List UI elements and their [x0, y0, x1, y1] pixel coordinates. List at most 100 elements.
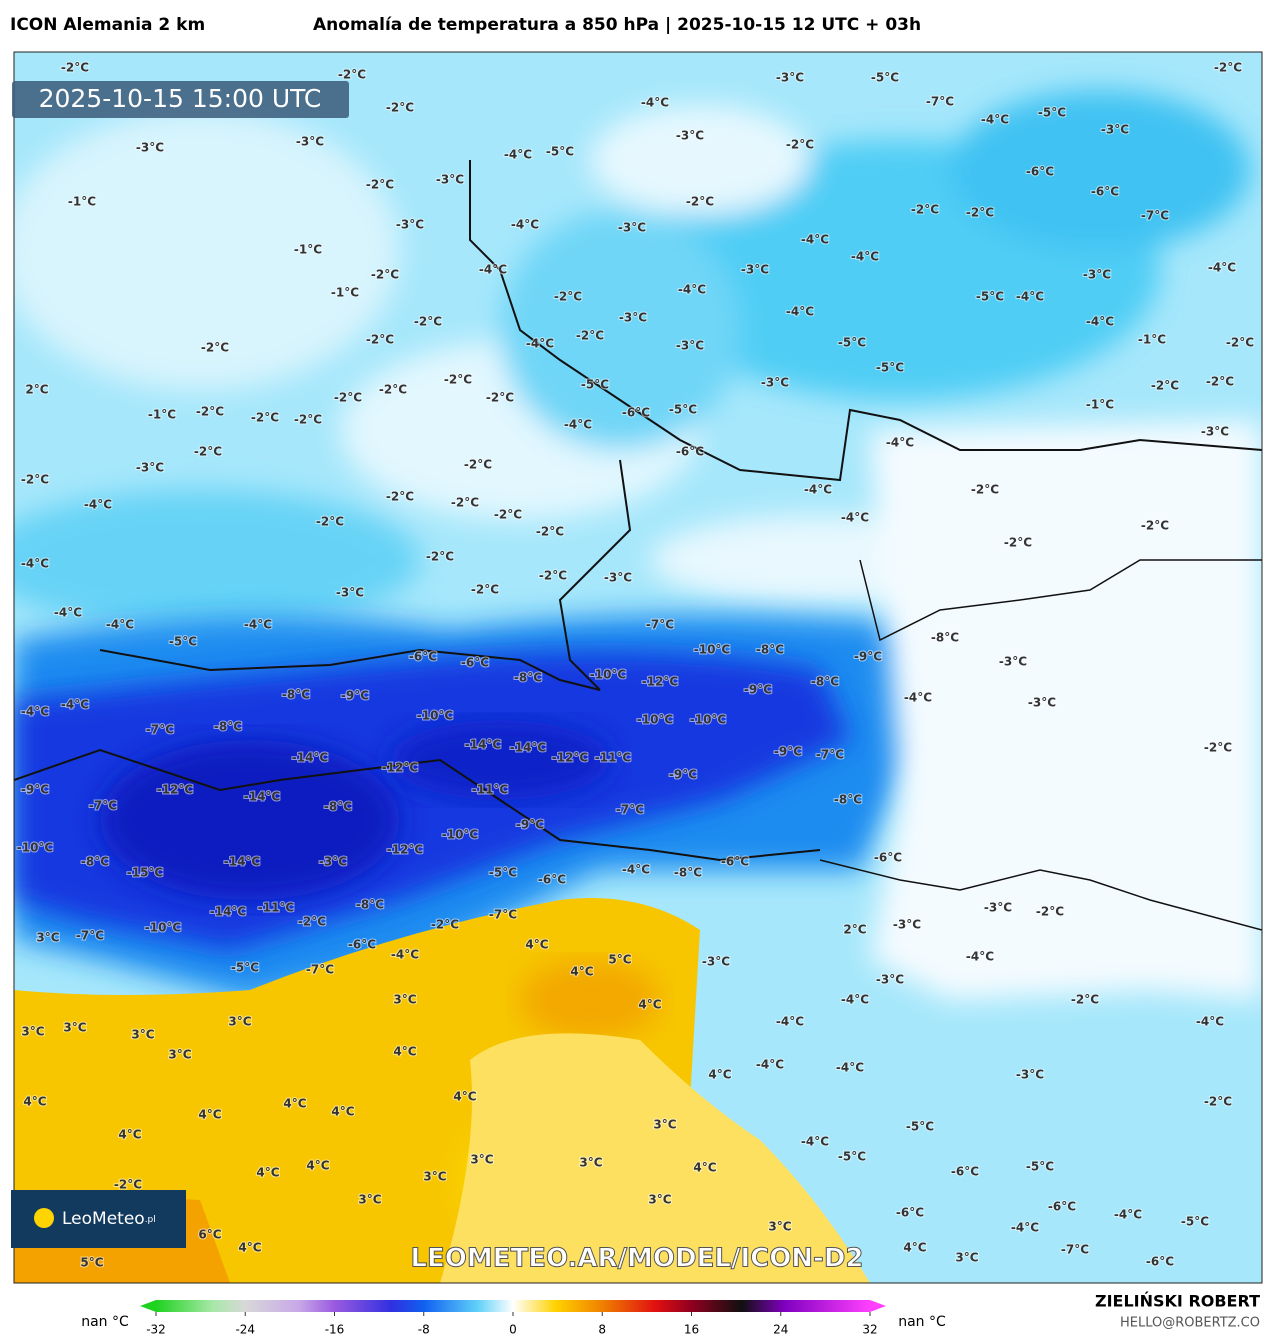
temperature-label: -6°C	[1048, 1200, 1076, 1214]
temperature-label: -4°C	[622, 863, 650, 877]
temperature-label: 3°C	[63, 1021, 86, 1035]
logo: LeoMeteo.pl	[62, 1209, 156, 1229]
temperature-label: -2°C	[1226, 336, 1254, 350]
temperature-label: -7°C	[646, 618, 674, 632]
temperature-label: -4°C	[804, 483, 832, 497]
temperature-label: -3°C	[676, 129, 704, 143]
temperature-label: -1°C	[294, 243, 322, 257]
temperature-label: -1°C	[68, 195, 96, 209]
temperature-label: -8°C	[756, 643, 784, 657]
temperature-label: -6°C	[461, 656, 489, 670]
temperature-label: -2°C	[486, 391, 514, 405]
temperature-label: -7°C	[926, 95, 954, 109]
temperature-label: -4°C	[641, 96, 669, 110]
temperature-label: -7°C	[146, 723, 174, 737]
temperature-label: -2°C	[294, 413, 322, 427]
temperature-label: -2°C	[494, 508, 522, 522]
colorbar: nan °C nan °C -32 -24 -16 -8 0 8 16 24 32	[81, 1300, 946, 1337]
temperature-label: 3°C	[36, 931, 59, 945]
temperature-label: -2°C	[536, 525, 564, 539]
temperature-label: -2°C	[471, 583, 499, 597]
temperature-label: -6°C	[874, 851, 902, 865]
colorbar-left-label: nan °C	[81, 1314, 129, 1330]
temperature-label: 4°C	[693, 1161, 716, 1175]
temperature-label: -14°C	[244, 790, 281, 804]
temperature-label: -6°C	[622, 406, 650, 420]
temperature-label: -4°C	[391, 948, 419, 962]
temperature-label: -3°C	[619, 311, 647, 325]
temperature-label: 3°C	[579, 1156, 602, 1170]
temperature-label: -5°C	[169, 635, 197, 649]
temperature-label: -8°C	[514, 671, 542, 685]
temperature-label: 4°C	[306, 1159, 329, 1173]
temperature-label: -3°C	[876, 973, 904, 987]
temperature-label: 3°C	[648, 1193, 671, 1207]
temperature-label: -7°C	[489, 908, 517, 922]
temperature-label: -5°C	[1038, 106, 1066, 120]
temperature-label: 2°C	[25, 383, 48, 397]
temperature-label: -4°C	[21, 557, 49, 571]
temperature-label: -2°C	[366, 333, 394, 347]
temperature-label: -1°C	[331, 286, 359, 300]
map-field: -2°C -2°C -3°C -5°C -2°C -7°C -4°C -2°C -5°C -4°C…	[14, 52, 1262, 1283]
temperature-label: -4°C	[886, 436, 914, 450]
temperature-label: 4°C	[118, 1128, 141, 1142]
temperature-label: -9°C	[341, 689, 369, 703]
temperature-label: -3°C	[436, 173, 464, 187]
temperature-label: -6°C	[1091, 185, 1119, 199]
temperature-label: -1°C	[148, 408, 176, 422]
temperature-label: 4°C	[453, 1090, 476, 1104]
temperature-label: 5°C	[608, 953, 631, 967]
temperature-label: -5°C	[581, 378, 609, 392]
temperature-label: 3°C	[393, 993, 416, 1007]
temperature-label: -2°C	[334, 391, 362, 405]
temperature-label: -2°C	[61, 61, 89, 75]
temperature-label: -4°C	[786, 305, 814, 319]
temperature-label: -6°C	[538, 873, 566, 887]
temperature-label: -2°C	[386, 101, 414, 115]
temperature-label: -4°C	[981, 113, 1009, 127]
temperature-label: -2°C	[1151, 379, 1179, 393]
temperature-label: -4°C	[904, 691, 932, 705]
temperature-label: 3°C	[423, 1170, 446, 1184]
temperature-label: -4°C	[61, 698, 89, 712]
temperature-label: -4°C	[1208, 261, 1236, 275]
temperature-label: -3°C	[702, 955, 730, 969]
temperature-label: -4°C	[1114, 1208, 1142, 1222]
colorbar-tick-label: -16	[325, 1323, 345, 1337]
temperature-label: -5°C	[546, 145, 574, 159]
temperature-label: -2°C	[316, 515, 344, 529]
temperature-label: -4°C	[966, 950, 994, 964]
temperature-label: 4°C	[198, 1108, 221, 1122]
temperature-label: -2°C	[426, 550, 454, 564]
temperature-label: -14°C	[224, 855, 261, 869]
temperature-label: -3°C	[676, 339, 704, 353]
temperature-label: -2°C	[338, 68, 366, 82]
temperature-label: -2°C	[1004, 536, 1032, 550]
temperature-label: -6°C	[951, 1165, 979, 1179]
temperature-label: -2°C	[21, 473, 49, 487]
temperature-label: -2°C	[379, 383, 407, 397]
temperature-label: -2°C	[786, 138, 814, 152]
temperature-label: -2°C	[966, 206, 994, 220]
temperature-label: -5°C	[489, 866, 517, 880]
temperature-label: -12°C	[642, 675, 679, 689]
temperature-label: 5°C	[80, 1256, 103, 1270]
temperature-label: -9°C	[669, 768, 697, 782]
temperature-label: -4°C	[564, 418, 592, 432]
temperature-label: -3°C	[136, 141, 164, 155]
author: ZIELIŃSKI ROBERT	[1095, 1292, 1260, 1311]
temperature-label: -4°C	[21, 705, 49, 719]
temperature-label: 3°C	[955, 1251, 978, 1265]
temperature-label: -6°C	[1026, 165, 1054, 179]
temperature-label: -9°C	[21, 783, 49, 797]
temperature-label: -4°C	[1011, 1221, 1039, 1235]
valid-time: 2025-10-15 15:00 UTC	[39, 84, 322, 113]
temperature-label: -2°C	[576, 329, 604, 343]
temperature-label: -2°C	[298, 915, 326, 929]
temperature-label: -2°C	[1206, 375, 1234, 389]
temperature-label: 4°C	[638, 998, 661, 1012]
watermark: LEOMETEO.AR/MODEL/ICON-D2	[410, 1244, 863, 1274]
temperature-label: -5°C	[669, 403, 697, 417]
colorbar-tick-label: -8	[418, 1323, 430, 1337]
